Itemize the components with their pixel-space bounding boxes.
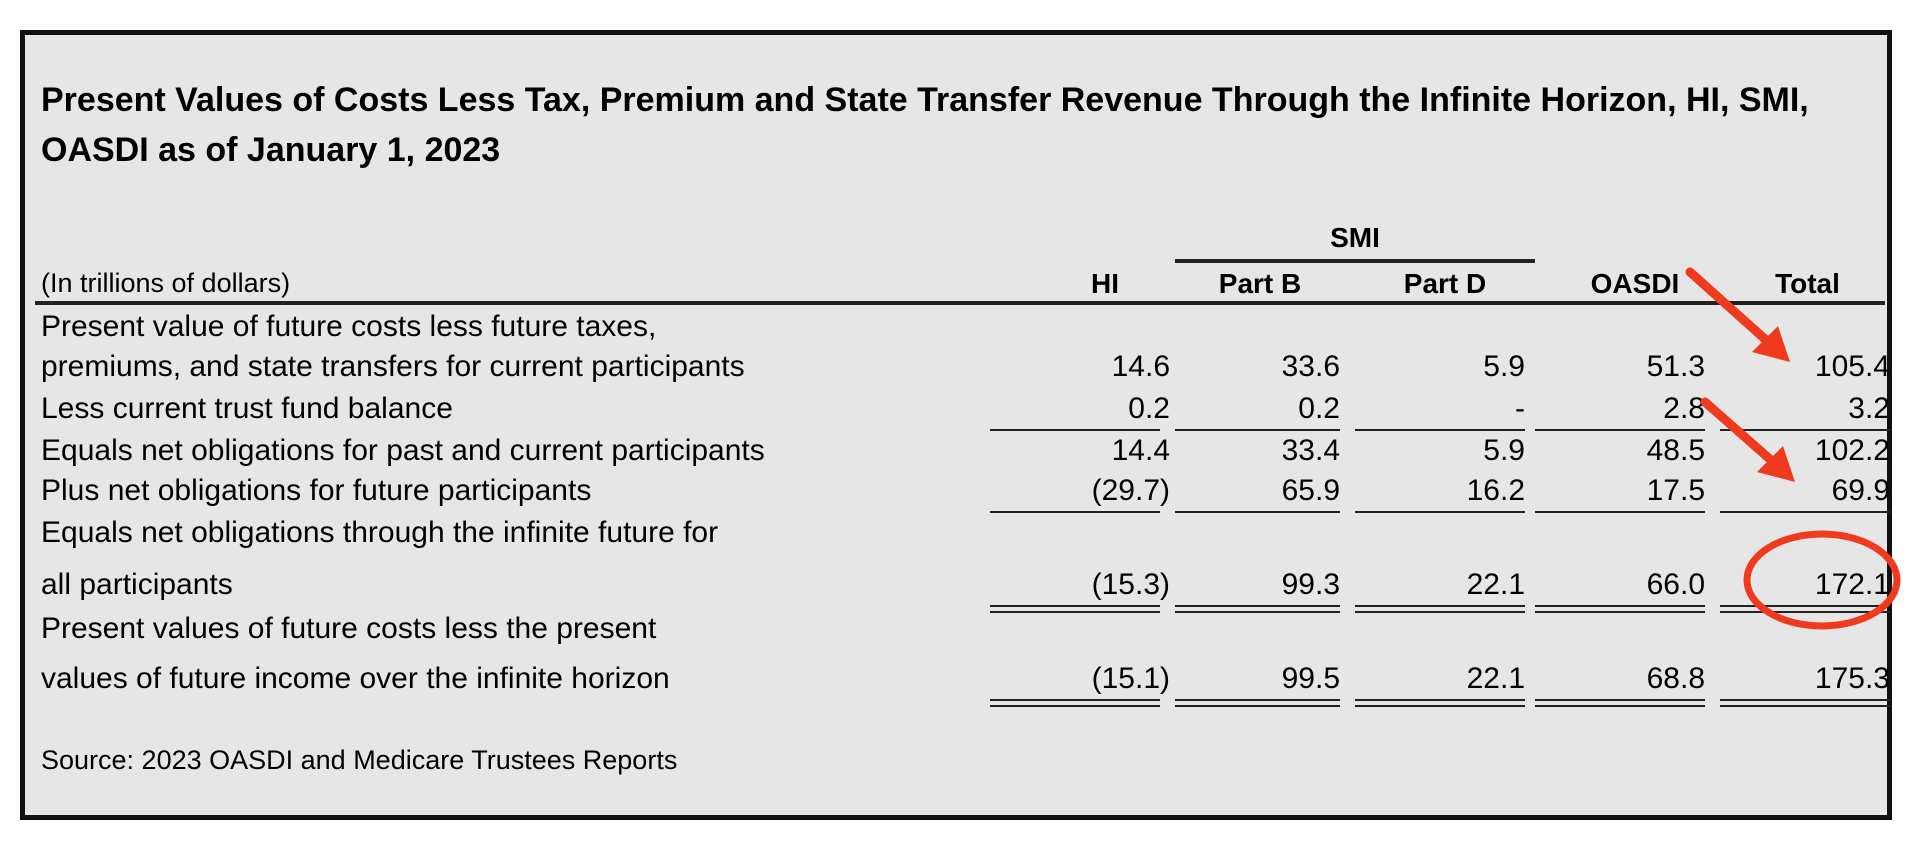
table-cell: 16.2 (1466, 474, 1525, 507)
subtotal-rule (1355, 511, 1525, 513)
total-double-rule (990, 705, 1160, 707)
total-double-rule (990, 611, 1160, 613)
total-double-rule (1355, 611, 1525, 613)
table-cell: 33.6 (1281, 350, 1340, 383)
table-cell: 3.2 (1848, 392, 1890, 425)
table-cell: 68.8 (1646, 662, 1705, 695)
table-cell: 102.2 (1814, 434, 1890, 467)
table-cell: 0.2 (1128, 392, 1170, 425)
subtotal-rule (1175, 429, 1340, 431)
total-double-rule (1535, 611, 1705, 613)
table-cell: 172.1 (1814, 568, 1890, 601)
table-cell: 14.4 (1111, 434, 1170, 467)
table-cell: 66.0 (1646, 568, 1705, 601)
subtotal-rule (1720, 511, 1890, 513)
table-panel: Present Values of Costs Less Tax, Premiu… (20, 30, 1892, 820)
row-label: Equals net obligations for past and curr… (41, 434, 765, 467)
total-double-rule (1175, 705, 1340, 707)
total-double-rule (1175, 699, 1340, 701)
table-cell: 5.9 (1483, 434, 1525, 467)
total-double-rule (1720, 699, 1890, 701)
column-header-part-b: Part B (1218, 268, 1302, 299)
row-label: all participants (41, 568, 233, 601)
subtotal-rule (1355, 429, 1525, 431)
table-cell: 48.5 (1646, 434, 1705, 467)
total-double-rule (1535, 699, 1705, 701)
header-rule (35, 301, 1885, 305)
row-label: Present value of future costs less futur… (41, 310, 657, 343)
total-double-rule (1720, 605, 1890, 607)
table-cell: 5.9 (1483, 350, 1525, 383)
table-cell: 17.5 (1646, 474, 1705, 507)
table-cell: 99.3 (1281, 568, 1340, 601)
subtotal-rule (990, 429, 1160, 431)
table-cell: 175.3 (1814, 662, 1890, 695)
total-double-rule (1535, 705, 1705, 707)
table-title: Present Values of Costs Less Tax, Premiu… (41, 81, 1809, 169)
column-header-part-d: Part D (1403, 268, 1487, 299)
total-double-rule (1175, 611, 1340, 613)
table-cell: (15.1) (1091, 662, 1170, 695)
source-note: Source: 2023 OASDI and Medicare Trustees… (41, 745, 678, 775)
subtotal-rule (1175, 511, 1340, 513)
table-cell: 0.2 (1298, 392, 1340, 425)
table-cell: 33.4 (1281, 434, 1340, 467)
row-label: Less current trust fund balance (41, 392, 453, 425)
column-header-oasdi: OASDI (1590, 268, 1680, 299)
total-double-rule (1355, 705, 1525, 707)
table-cell: 65.9 (1281, 474, 1340, 507)
row-label: Plus net obligations for future particip… (41, 474, 592, 507)
subtotal-rule (1535, 429, 1705, 431)
total-double-rule (1355, 699, 1525, 701)
row-label: Equals net obligations through the infin… (41, 516, 719, 549)
total-double-rule (1175, 605, 1340, 607)
total-double-rule (990, 605, 1160, 607)
total-double-rule (1535, 605, 1705, 607)
table-cell: 22.1 (1466, 568, 1525, 601)
total-double-rule (1355, 605, 1525, 607)
total-double-rule (990, 699, 1160, 701)
table-cell: 22.1 (1466, 662, 1525, 695)
total-double-rule (1720, 705, 1890, 707)
table-cell: (29.7) (1091, 474, 1170, 507)
table-cell: 14.6 (1111, 350, 1170, 383)
column-header-total: Total (1775, 268, 1840, 299)
row-label: Present values of future costs less the … (41, 612, 657, 645)
total-double-rule (1720, 611, 1890, 613)
table-cell: 51.3 (1646, 350, 1705, 383)
column-group-header-smi: SMI (1330, 222, 1380, 253)
table-cell: - (1515, 392, 1525, 425)
subtotal-rule (1720, 429, 1890, 431)
row-label: values of future income over the infinit… (41, 662, 670, 695)
column-header-hi: HI (1091, 268, 1119, 299)
subtotal-rule (990, 511, 1160, 513)
table-cell: 2.8 (1663, 392, 1705, 425)
table-cell: (15.3) (1091, 568, 1170, 601)
table-cell: 99.5 (1281, 662, 1340, 695)
row-label: premiums, and state transfers for curren… (41, 350, 745, 383)
units-note: (In trillions of dollars) (41, 268, 291, 298)
table-cell: 105.4 (1814, 350, 1890, 383)
table-cell: 69.9 (1831, 474, 1890, 507)
smi-group-underline (1175, 259, 1535, 263)
subtotal-rule (1535, 511, 1705, 513)
